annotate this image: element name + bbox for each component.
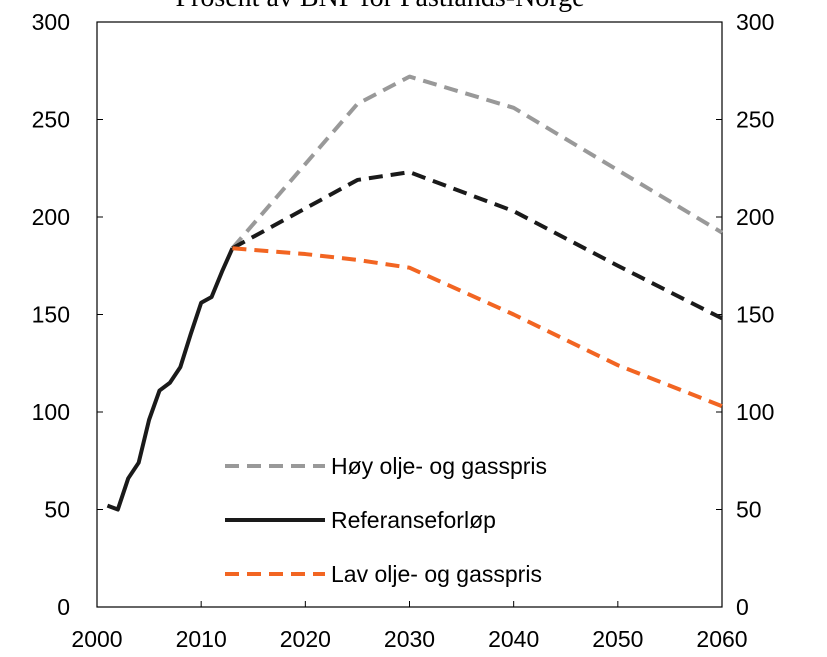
y2-tick-label: 200	[736, 204, 774, 230]
x-tick-label: 2030	[384, 626, 435, 652]
x-tick-label: 2050	[592, 626, 643, 652]
x-tick-label: 2040	[488, 626, 539, 652]
y-tick-label: 250	[32, 107, 70, 133]
line	[106, 247, 235, 512]
y2-tick-label: 0	[736, 594, 749, 620]
line	[232, 246, 723, 409]
x-tick-label: 2000	[71, 626, 122, 652]
line	[230, 74, 724, 250]
legend-label: Høy olje- og gasspris	[331, 453, 547, 479]
y-tick-label: 100	[32, 399, 70, 425]
y-tick-label: 50	[44, 497, 70, 523]
legend-label: Lav olje- og gasspris	[331, 561, 542, 587]
y-tick-label: 0	[57, 594, 70, 620]
line	[231, 170, 723, 321]
y-tick-label: 300	[32, 9, 70, 35]
y2-tick-label: 250	[736, 107, 774, 133]
y-tick-label: 150	[32, 302, 70, 328]
chart-title: Prosent av BNP for Fastlands-Norge	[175, 0, 584, 13]
x-tick-label: 2060	[696, 626, 747, 652]
legend-label: Referanseforløp	[331, 507, 496, 533]
y-tick-label: 200	[32, 204, 70, 230]
y2-tick-label: 50	[736, 497, 762, 523]
x-tick-label: 2010	[176, 626, 227, 652]
y2-tick-label: 150	[736, 302, 774, 328]
x-tick-label: 2020	[280, 626, 331, 652]
y2-tick-label: 100	[736, 399, 774, 425]
y2-tick-label: 300	[736, 9, 774, 35]
